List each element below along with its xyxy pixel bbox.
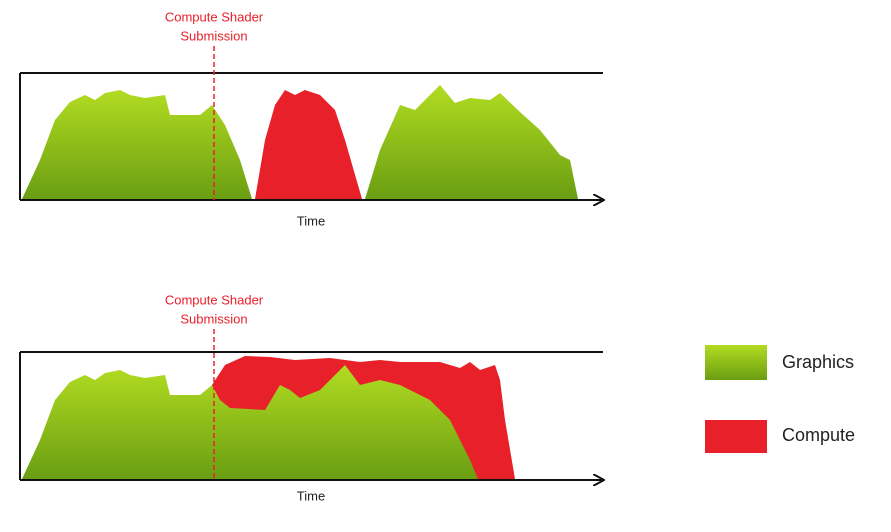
compute-area bbox=[255, 90, 362, 199]
legend-label: Graphics bbox=[782, 352, 854, 372]
annotation: Submission bbox=[180, 311, 247, 326]
graphics-area bbox=[22, 90, 252, 199]
graphics-area bbox=[365, 85, 578, 199]
legend-swatch bbox=[705, 345, 767, 380]
graphics-area bbox=[22, 365, 478, 479]
legend-label: Compute bbox=[782, 425, 855, 445]
x-axis-label: Time bbox=[297, 488, 325, 503]
annotation: Compute Shader bbox=[165, 292, 264, 307]
annotation: Submission bbox=[180, 28, 247, 43]
legend-swatch bbox=[705, 420, 767, 453]
annotation: Compute Shader bbox=[165, 9, 264, 24]
x-axis-label: Time bbox=[297, 213, 325, 228]
legend: Graphics Compute bbox=[705, 345, 855, 453]
panel-serial: Compute Shader Submission Time bbox=[19, 9, 603, 228]
panel-async: Compute Shader Submission Time bbox=[19, 292, 603, 503]
